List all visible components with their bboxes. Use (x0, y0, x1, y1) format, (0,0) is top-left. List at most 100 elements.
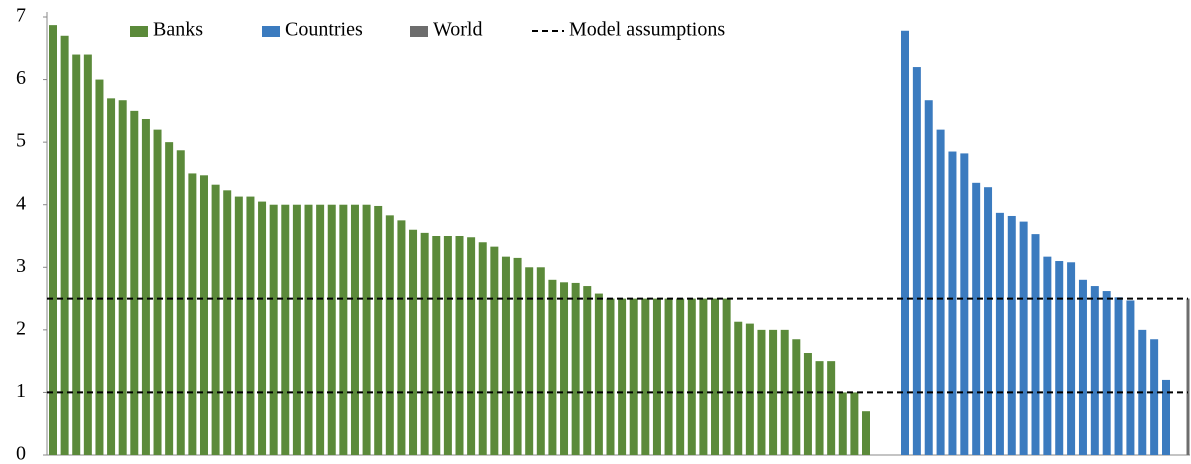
bar (176, 150, 185, 455)
bar (995, 212, 1004, 455)
bar (815, 361, 824, 455)
bar (548, 279, 557, 455)
bar (792, 339, 801, 455)
bar (803, 353, 812, 455)
legend-swatch (262, 26, 280, 37)
y-tick-label: 3 (16, 255, 26, 277)
bar (722, 298, 731, 455)
y-tick-label: 2 (16, 317, 26, 339)
bar (1186, 298, 1190, 455)
bar (862, 411, 870, 455)
bar (49, 25, 57, 456)
bar (269, 204, 278, 455)
bar (525, 267, 534, 455)
bar (560, 282, 569, 455)
bar (984, 187, 993, 456)
bar (153, 129, 162, 455)
legend-label: Model assumptions (569, 19, 725, 41)
bar (246, 196, 255, 455)
legend-label: World (433, 19, 483, 41)
bar (281, 204, 290, 455)
y-tick-label: 6 (16, 67, 26, 89)
bar (664, 298, 673, 455)
legend-label: Countries (285, 19, 363, 41)
bar (95, 79, 104, 456)
bar (141, 118, 150, 456)
bar (292, 204, 301, 455)
bar (972, 182, 981, 456)
bar (1090, 286, 1099, 455)
bar (699, 298, 708, 455)
legend-swatch (410, 26, 428, 37)
bar (827, 361, 836, 455)
bar (1043, 256, 1052, 455)
bar (618, 298, 627, 455)
bar (838, 392, 847, 455)
y-tick-label: 0 (16, 443, 26, 464)
bar (850, 392, 859, 455)
bar (362, 204, 371, 455)
bar (1078, 279, 1087, 455)
bar (374, 205, 383, 455)
y-tick-label: 4 (16, 192, 26, 214)
bar (594, 293, 603, 455)
bar (118, 100, 127, 455)
bar (478, 242, 487, 455)
bar (501, 256, 510, 455)
bar (316, 204, 325, 455)
bar (1055, 261, 1064, 455)
bar (948, 151, 957, 455)
bar (223, 190, 232, 455)
bar (130, 110, 139, 455)
bar (583, 286, 592, 455)
bar (1007, 215, 1016, 455)
bar (912, 67, 921, 456)
bar (409, 229, 418, 455)
bar (629, 298, 638, 455)
bar (1102, 291, 1111, 455)
bar (1162, 379, 1170, 455)
bar (1126, 300, 1135, 455)
bar (960, 153, 969, 456)
bar (936, 129, 945, 455)
bar (258, 201, 267, 455)
bar (769, 329, 778, 455)
bar (1114, 297, 1123, 455)
bar (211, 184, 220, 456)
bar (83, 54, 92, 456)
bar (676, 298, 685, 455)
legend-label: Banks (153, 19, 203, 41)
bar (432, 236, 441, 455)
bar (385, 215, 394, 455)
legend-swatch (130, 26, 148, 37)
bar (745, 323, 754, 455)
bar (1067, 262, 1076, 455)
bar (652, 298, 661, 455)
bar (513, 257, 522, 455)
bar (199, 175, 208, 455)
bar (397, 220, 406, 455)
bar (327, 204, 336, 455)
bar (711, 298, 720, 455)
bar (188, 173, 197, 455)
bar (901, 30, 909, 455)
bar (304, 204, 313, 455)
bar (606, 298, 615, 455)
bar (455, 236, 464, 455)
y-tick-label: 7 (16, 5, 26, 27)
bar (107, 98, 116, 455)
bar (734, 321, 743, 455)
bar (1019, 221, 1028, 455)
bar (72, 54, 81, 456)
bar (420, 232, 429, 455)
bar (687, 298, 696, 455)
bar (1150, 339, 1159, 455)
bar (443, 236, 452, 455)
y-tick-label: 1 (16, 380, 26, 402)
bar (234, 196, 243, 455)
bar (60, 35, 69, 456)
bar (490, 246, 499, 455)
y-tick-label: 5 (16, 130, 26, 152)
bar (780, 329, 789, 455)
